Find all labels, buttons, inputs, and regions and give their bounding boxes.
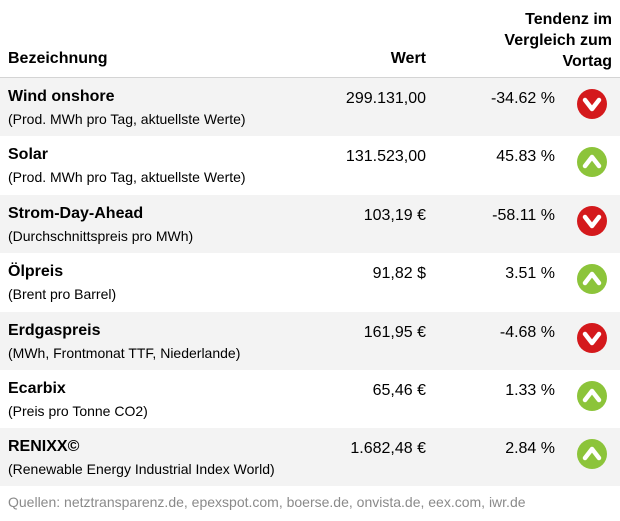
arrow-up-circle-icon xyxy=(577,147,607,178)
header-trend: Tendenz im Vergleich zum Vortag xyxy=(504,11,612,70)
table-row: Solar (Prod. MWh pro Tag, aktuellste Wert… xyxy=(0,136,620,194)
table-row: Wind onshore (Prod. MWh pro Tag, aktuells… xyxy=(0,78,620,136)
arrow-down-circle-icon xyxy=(577,89,607,119)
row-name: Wind onshore xyxy=(8,88,115,105)
row-percent: -34.62 % xyxy=(490,90,555,107)
row-value: 299.131,00 xyxy=(345,90,426,107)
row-percent: 1.33 % xyxy=(505,382,555,399)
table-row: Erdgaspreis (MWh, Frontmonat TTF, Niederl… xyxy=(0,311,620,370)
row-description: (Prod. MWh pro Tag, aktuellste Werte) xyxy=(8,111,246,127)
arrow-down-circle-icon xyxy=(577,205,607,236)
table-header: Bezeichnung Wert Tendenz im Vergleich zu… xyxy=(0,0,620,78)
table-row: Ölpreis (Brent pro Barrel) 91,82 $ 3.51 % xyxy=(0,253,620,311)
row-description: (Prod. MWh pro Tag, aktuellste Werte) xyxy=(8,169,246,186)
sources-footer: Quellen: netztransparenz.de, epexspot.co… xyxy=(8,494,526,510)
row-value: 161,95 € xyxy=(363,323,426,341)
row-value: 103,19 € xyxy=(363,206,426,224)
table-row: Ecarbix (Preis pro Tonne CO2) 65,46 € 1.33 … xyxy=(0,370,620,428)
row-percent: -4.68 % xyxy=(499,323,555,341)
row-percent: -58.11 % xyxy=(492,206,555,224)
row-name: Solar xyxy=(8,146,49,164)
table-row: Strom-Day-Ahead (Durchschnittspreis pro M… xyxy=(0,194,620,253)
row-value: 1.682,48 € xyxy=(350,440,426,458)
row-value: 131.523,00 xyxy=(345,148,426,166)
row-percent: 3.51 % xyxy=(505,265,555,283)
row-percent: 45.83 % xyxy=(496,148,555,166)
arrow-up-circle-icon xyxy=(577,439,607,470)
row-value: 65,46 € xyxy=(372,382,426,399)
arrow-down-circle-icon xyxy=(577,322,607,353)
row-description: (MWh, Frontmonat TTF, Niederlande) xyxy=(8,344,241,361)
row-description: (Brent pro Barrel) xyxy=(8,286,117,303)
row-name: Strom-Day-Ahead xyxy=(8,204,144,222)
row-percent: 2.84 % xyxy=(505,440,555,458)
header-value: Wert xyxy=(390,50,426,67)
row-description: (Renewable Energy Industrial Index World… xyxy=(8,461,275,478)
arrow-up-circle-icon xyxy=(577,381,607,411)
table-row: RENIXX© (Renewable Energy Industrial Inde… xyxy=(0,428,620,487)
row-value: 91,82 $ xyxy=(372,265,426,283)
row-description: (Preis pro Tonne CO2) xyxy=(8,403,148,419)
row-description: (Durchschnittspreis pro MWh) xyxy=(8,227,194,244)
header-name: Bezeichnung xyxy=(8,50,108,67)
arrow-up-circle-icon xyxy=(577,264,607,295)
row-name: Erdgaspreis xyxy=(8,321,101,339)
row-name: Ölpreis xyxy=(8,263,64,281)
row-name: RENIXX© xyxy=(8,438,80,456)
row-name: Ecarbix xyxy=(8,380,66,397)
